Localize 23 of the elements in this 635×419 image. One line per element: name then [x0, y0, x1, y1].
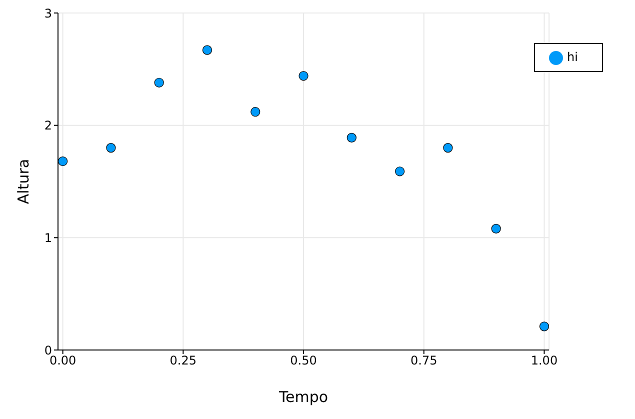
- x-tick-label: 0.75: [410, 354, 438, 368]
- point: [250, 107, 260, 117]
- point: [539, 322, 550, 332]
- point: [58, 156, 68, 166]
- y-axis-title: Altura: [14, 158, 32, 204]
- x-tick-label: 0.25: [170, 354, 197, 368]
- x-axis-title: Tempo: [278, 388, 328, 406]
- point: [154, 78, 164, 88]
- point: [491, 224, 501, 234]
- y-tick-label: 2: [44, 118, 52, 133]
- x-tick-label: 1.00: [530, 354, 558, 368]
- point: [443, 142, 453, 153]
- y-tick-label: 3: [44, 6, 52, 20]
- legend-label: hi: [567, 50, 578, 64]
- x-tick-label: 0.00: [49, 354, 76, 368]
- x-tick-label: 0.50: [290, 354, 317, 368]
- point: [106, 142, 116, 153]
- y-tick-label: 0: [44, 343, 52, 358]
- y-tick-label: 1: [44, 230, 52, 245]
- point: [298, 71, 308, 81]
- point: [202, 45, 212, 55]
- point: [394, 166, 405, 176]
- point: [346, 132, 356, 142]
